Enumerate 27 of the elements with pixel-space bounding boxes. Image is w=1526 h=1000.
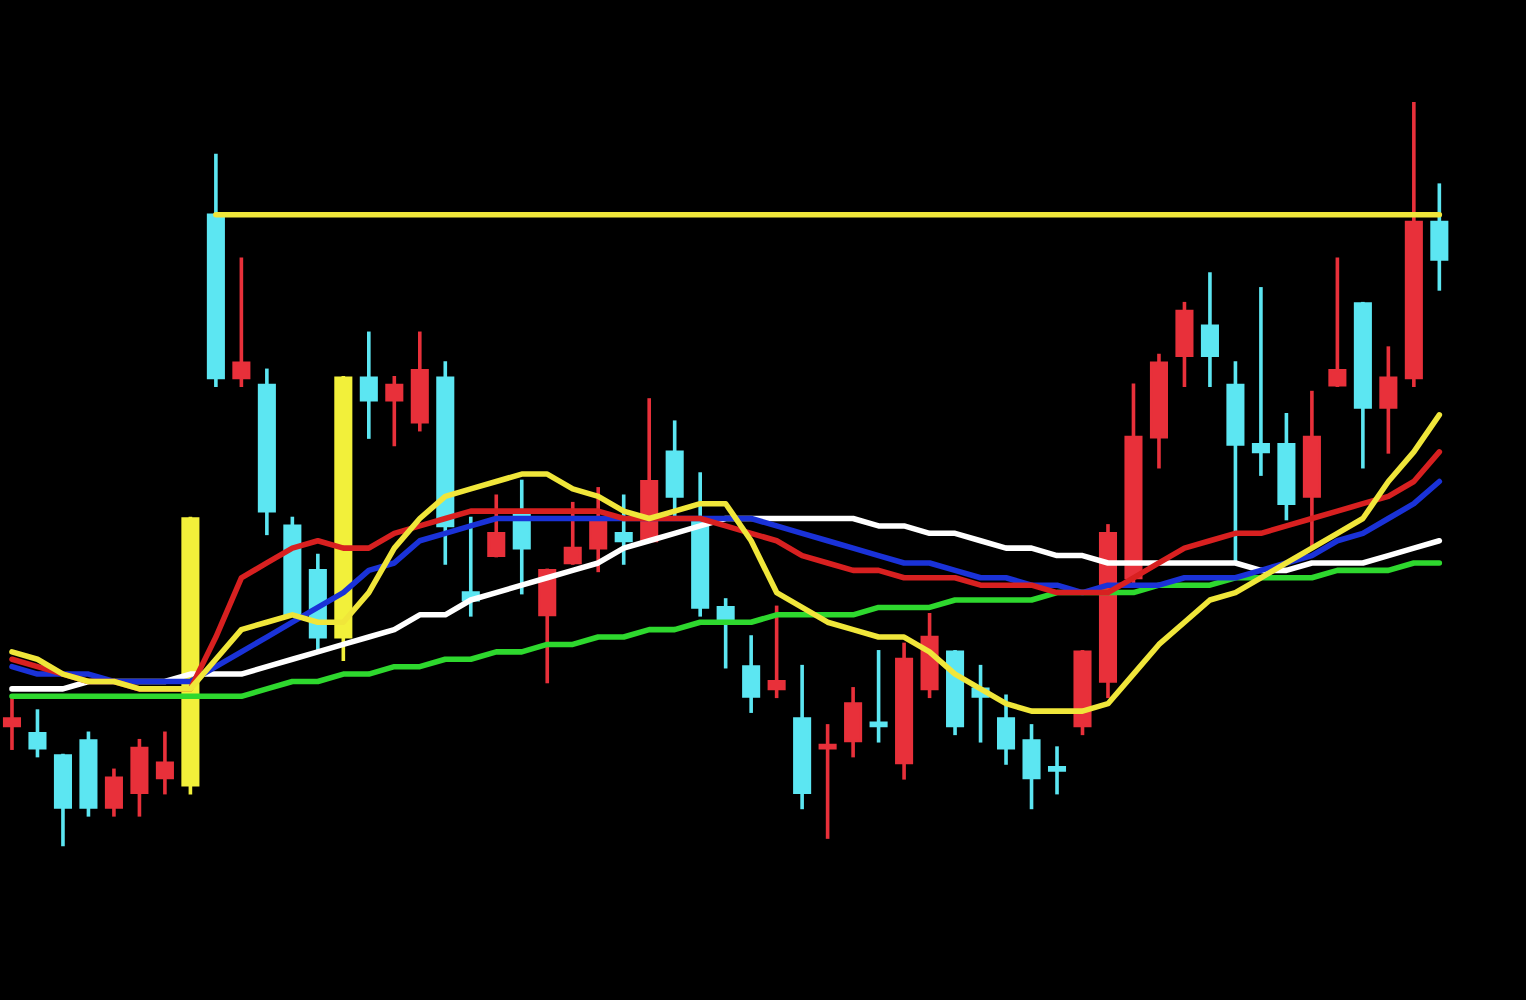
candlestick (1430, 183, 1449, 291)
candlestick (818, 724, 837, 839)
candlestick (1379, 346, 1398, 454)
candlestick (487, 494, 506, 558)
candlestick (104, 768, 123, 817)
candlestick (385, 375, 404, 447)
candlestick (665, 420, 684, 521)
candlestick (232, 257, 251, 387)
candlestick (28, 709, 47, 758)
candlestick (359, 331, 378, 439)
candlestick (1200, 272, 1219, 387)
candlestick (589, 487, 608, 573)
candlestick (563, 501, 582, 565)
candlestick (997, 694, 1016, 765)
candlestick (1022, 724, 1041, 810)
candlestick (844, 687, 863, 758)
candlestick (767, 605, 786, 699)
candlestick (1251, 287, 1270, 476)
candlestick (869, 650, 888, 743)
candlestick (1047, 746, 1067, 795)
candlestick (155, 731, 174, 795)
candlestick (614, 494, 633, 565)
candlestick (1328, 257, 1347, 387)
candlestick (1175, 301, 1194, 387)
candlestick (742, 635, 761, 713)
candlestick (130, 738, 149, 817)
candlestick (2, 694, 22, 750)
